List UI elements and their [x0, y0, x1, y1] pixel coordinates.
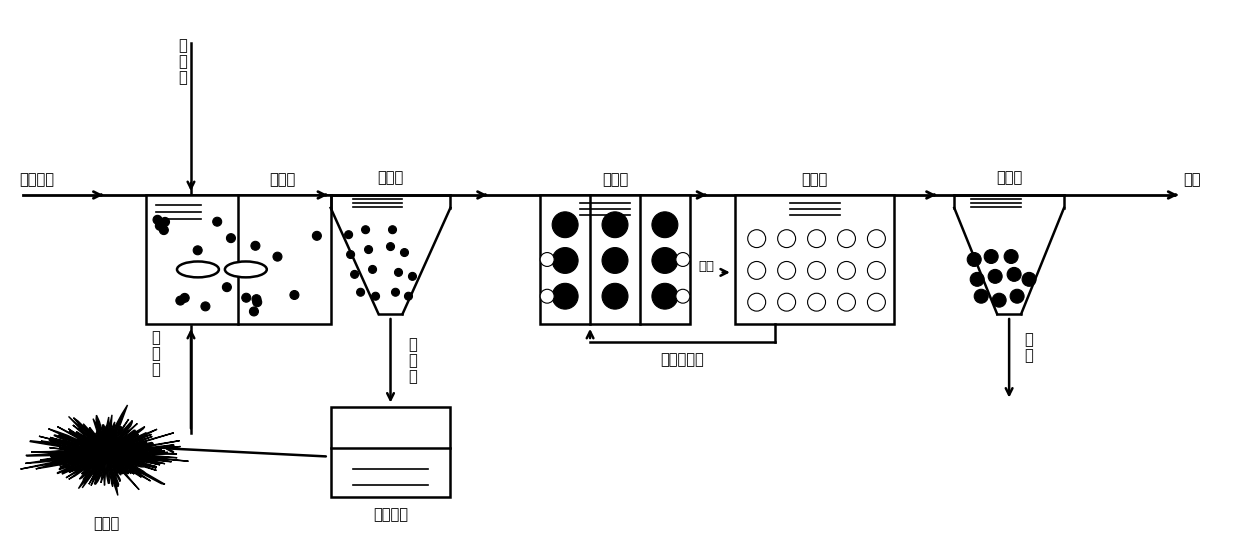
- Circle shape: [1004, 250, 1018, 264]
- Circle shape: [368, 265, 377, 273]
- Circle shape: [253, 297, 262, 307]
- Circle shape: [603, 248, 627, 273]
- Circle shape: [227, 234, 236, 243]
- Polygon shape: [21, 405, 188, 496]
- Circle shape: [777, 293, 796, 311]
- Circle shape: [1007, 267, 1021, 281]
- Text: 缺氧池: 缺氧池: [601, 172, 629, 187]
- Bar: [331, 408, 450, 497]
- Bar: [146, 195, 331, 324]
- Circle shape: [404, 292, 413, 300]
- Text: 活
性
炭: 活 性 炭: [179, 38, 187, 85]
- Circle shape: [837, 230, 856, 248]
- Circle shape: [155, 221, 165, 230]
- Circle shape: [967, 252, 981, 266]
- Circle shape: [652, 248, 678, 273]
- Circle shape: [868, 262, 885, 279]
- Circle shape: [213, 217, 222, 226]
- Circle shape: [603, 212, 627, 238]
- Text: 充氧: 充氧: [699, 260, 714, 273]
- Circle shape: [552, 248, 578, 273]
- Circle shape: [160, 226, 169, 235]
- Circle shape: [252, 295, 260, 303]
- Circle shape: [250, 241, 260, 250]
- Circle shape: [1022, 272, 1037, 286]
- Circle shape: [988, 270, 1002, 284]
- Circle shape: [748, 262, 765, 279]
- Text: 沉淀池: 沉淀池: [377, 170, 404, 185]
- Bar: [541, 195, 689, 324]
- Circle shape: [552, 212, 578, 238]
- Circle shape: [970, 272, 985, 286]
- Circle shape: [676, 289, 689, 303]
- Circle shape: [807, 230, 826, 248]
- Text: 炭
回
用: 炭 回 用: [151, 330, 160, 378]
- Circle shape: [394, 268, 403, 277]
- Circle shape: [193, 246, 202, 255]
- Text: 硝化液回流: 硝化液回流: [661, 352, 704, 367]
- Circle shape: [837, 293, 856, 311]
- Text: 好氧池: 好氧池: [801, 172, 827, 187]
- Circle shape: [992, 293, 1006, 307]
- Circle shape: [837, 262, 856, 279]
- Text: 二沉池: 二沉池: [996, 170, 1022, 185]
- Text: 吸附池: 吸附池: [269, 172, 296, 187]
- Circle shape: [365, 245, 372, 253]
- Circle shape: [357, 288, 365, 296]
- Circle shape: [541, 252, 554, 266]
- Circle shape: [748, 293, 765, 311]
- Circle shape: [362, 226, 370, 234]
- Circle shape: [249, 307, 258, 316]
- Circle shape: [807, 262, 826, 279]
- Circle shape: [153, 215, 162, 224]
- Circle shape: [408, 272, 417, 280]
- Ellipse shape: [224, 262, 267, 278]
- Circle shape: [176, 296, 185, 305]
- Circle shape: [242, 293, 250, 302]
- Circle shape: [552, 284, 578, 309]
- Text: 炭
排
出: 炭 排 出: [408, 337, 417, 384]
- Circle shape: [180, 293, 190, 302]
- Circle shape: [290, 291, 299, 300]
- Bar: [735, 195, 894, 324]
- Circle shape: [347, 251, 355, 258]
- Circle shape: [401, 249, 408, 257]
- Circle shape: [1011, 289, 1024, 303]
- Circle shape: [372, 292, 379, 300]
- Circle shape: [345, 231, 352, 238]
- Ellipse shape: [177, 262, 219, 278]
- Circle shape: [603, 284, 627, 309]
- Circle shape: [748, 230, 765, 248]
- Circle shape: [777, 230, 796, 248]
- Circle shape: [975, 289, 988, 303]
- Circle shape: [201, 302, 210, 311]
- Text: 水热炭: 水热炭: [93, 517, 119, 532]
- Circle shape: [985, 250, 998, 264]
- Text: 水热碳化: 水热碳化: [373, 507, 408, 521]
- Circle shape: [160, 217, 170, 227]
- Circle shape: [868, 293, 885, 311]
- Circle shape: [312, 231, 321, 240]
- Circle shape: [868, 230, 885, 248]
- Circle shape: [388, 226, 397, 234]
- Text: 生活污水: 生活污水: [20, 172, 55, 187]
- Circle shape: [222, 282, 232, 292]
- Circle shape: [273, 252, 281, 261]
- Circle shape: [541, 289, 554, 303]
- Text: 出水: 出水: [1184, 172, 1202, 187]
- Circle shape: [652, 212, 678, 238]
- Circle shape: [777, 262, 796, 279]
- Circle shape: [387, 243, 394, 251]
- Circle shape: [807, 293, 826, 311]
- Circle shape: [392, 288, 399, 296]
- Circle shape: [652, 284, 678, 309]
- Text: 排
泥: 排 泥: [1024, 332, 1033, 363]
- Circle shape: [351, 271, 358, 278]
- Circle shape: [676, 252, 689, 266]
